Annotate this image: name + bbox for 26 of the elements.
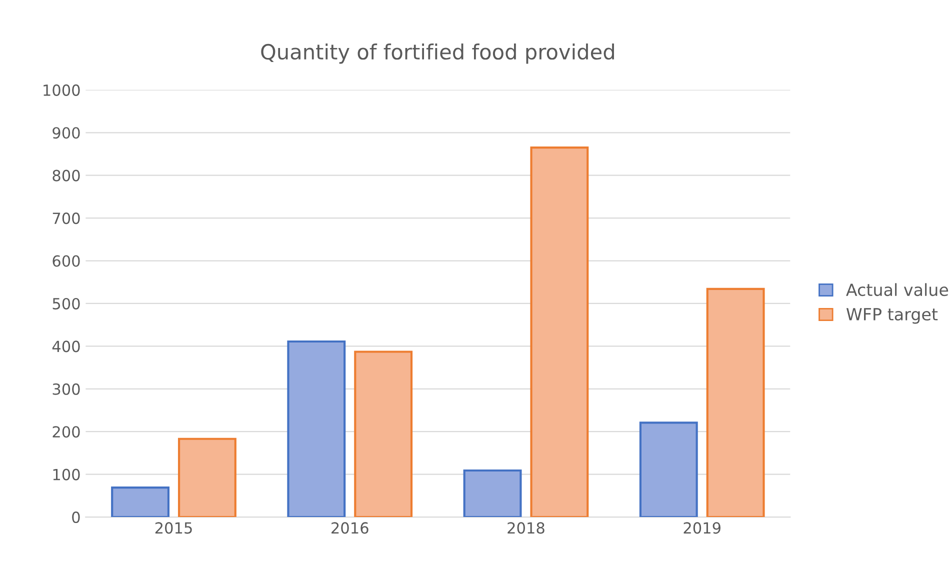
y-tick-label: 0 bbox=[72, 512, 80, 524]
y-tick-label: 400 bbox=[52, 340, 80, 352]
bar bbox=[178, 438, 236, 518]
x-tick-label: 2015 bbox=[155, 522, 192, 534]
legend-label: Actual value bbox=[846, 283, 948, 296]
bar bbox=[287, 340, 346, 518]
y-tick-label: 300 bbox=[52, 383, 80, 395]
x-tick-label: 2016 bbox=[332, 522, 368, 534]
y-tick-label: 700 bbox=[52, 212, 80, 224]
y-tick-label: 1000 bbox=[44, 84, 80, 96]
legend-label: WFP target bbox=[846, 308, 938, 324]
y-tick-label: 600 bbox=[52, 255, 80, 267]
x-tick-label: 2019 bbox=[684, 522, 720, 534]
x-tick-label: 2018 bbox=[508, 522, 544, 534]
y-tick-label: 100 bbox=[53, 468, 80, 480]
bar bbox=[463, 469, 522, 518]
bar bbox=[706, 288, 765, 518]
bar bbox=[354, 350, 413, 518]
bar bbox=[530, 146, 589, 518]
y-tick-label: 800 bbox=[52, 170, 80, 182]
y-tick-label: 200 bbox=[52, 426, 80, 438]
chart-title: Quantity of fortified food provided bbox=[261, 44, 614, 64]
bar bbox=[639, 422, 698, 518]
y-tick-label: 900 bbox=[52, 127, 80, 139]
y-tick-label: 500 bbox=[52, 298, 80, 310]
bar bbox=[111, 486, 170, 518]
